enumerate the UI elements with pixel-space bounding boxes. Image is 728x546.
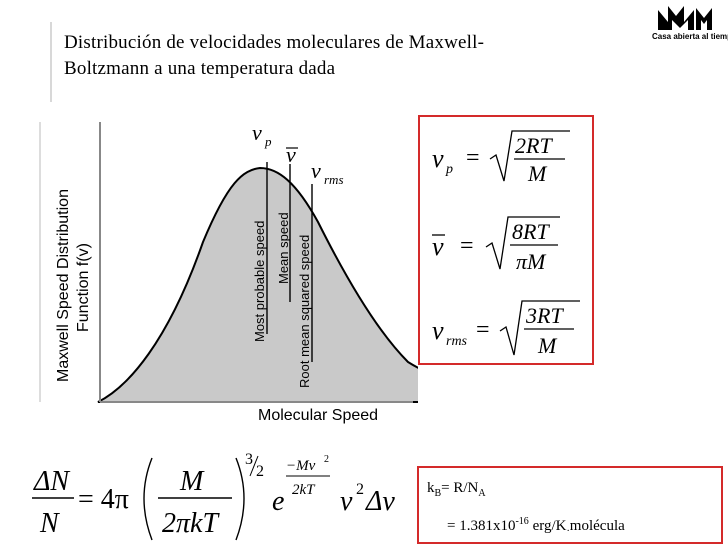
eq-e: e xyxy=(272,486,284,517)
eq-exp-num: −Mv xyxy=(286,458,316,474)
vrms-symbol: v xyxy=(311,158,321,183)
eq-tail-sup: 2 xyxy=(356,481,364,498)
kb-definition: kB= R/NA xyxy=(427,480,486,499)
y-axis-label-1: Maxwell Speed Distribution xyxy=(55,189,72,382)
eq-power-den: 2 xyxy=(256,463,264,480)
vp-symbol: v xyxy=(252,120,262,145)
eq-exp-den: 2kT xyxy=(292,482,316,498)
eq-frac-num: M xyxy=(179,466,205,497)
annotation-rms: Root mean squared speed xyxy=(297,235,312,388)
vp-den: M xyxy=(527,161,548,186)
eq-tail-end: Δv xyxy=(365,486,395,517)
vbar-lhs: v xyxy=(432,232,444,261)
vp-equals: = xyxy=(466,145,480,171)
vrms-den: M xyxy=(537,333,558,358)
annotation-mean: Mean speed xyxy=(276,212,291,284)
eq-right-paren xyxy=(235,457,245,541)
eq-lhs-num: ΔN xyxy=(33,466,70,497)
vp-symbol-sub: p xyxy=(264,134,272,149)
vbar-symbol: v xyxy=(286,142,296,167)
eq-equals: = 4π xyxy=(78,484,129,515)
x-axis-label: Molecular Speed xyxy=(258,407,378,424)
slide-title: Distribución de velocidades moleculares … xyxy=(52,22,612,94)
vp-lhs: v xyxy=(432,144,444,173)
title-rule xyxy=(50,22,52,102)
logo-mark-icon xyxy=(654,2,714,30)
kb-value: = 1.381x10-16 erg/K·molécula xyxy=(447,516,625,537)
eq-lhs-den: N xyxy=(39,508,60,539)
logo-tagline: Casa abierta al tiempo xyxy=(652,32,728,41)
university-logo: Casa abierta al tiempo xyxy=(652,2,728,46)
vp-num: 2RT xyxy=(515,133,553,158)
vbar-den: πM xyxy=(516,249,547,274)
vrms-equals: = xyxy=(476,317,490,343)
vrms-num: 3RT xyxy=(525,303,564,328)
curve-area xyxy=(97,166,418,403)
speed-formulas-box: v p = 2RT M v = 8RT πM v rms = 3RT M xyxy=(418,115,594,365)
vrms-sqrt xyxy=(499,300,580,356)
eq-frac-den: 2πkT xyxy=(162,508,220,539)
annotation-most-probable: Most probable speed xyxy=(252,221,267,342)
vbar-equals: = xyxy=(460,233,474,259)
vrms-symbol-sub: rms xyxy=(324,172,344,187)
vp-lhs-sub: p xyxy=(445,162,453,177)
y-axis-label-2: Function f(v) xyxy=(75,243,92,332)
speed-formulas: v p = 2RT M v = 8RT πM v rms = 3RT M xyxy=(432,130,580,358)
boltzmann-constant-box: kB= R/NA = 1.381x10-16 erg/K·molécula xyxy=(417,466,723,544)
maxwell-distribution-figure: v p v v rms Most probable speed Mean spe… xyxy=(28,102,418,442)
vp-sqrt xyxy=(489,130,570,182)
eq-exp-num-sup: 2 xyxy=(324,454,329,465)
title-line-1: Distribución de velocidades moleculares … xyxy=(64,32,485,53)
title-line-2: Boltzmann a una temperatura dada xyxy=(64,58,336,79)
vbar-num: 8RT xyxy=(512,219,550,244)
eq-power-num: 3 xyxy=(245,451,253,468)
eq-tail: v xyxy=(340,486,353,517)
vrms-lhs: v xyxy=(432,316,444,345)
eq-left-paren xyxy=(143,457,153,541)
vbar-sqrt xyxy=(485,216,560,270)
main-equation: ΔN N = 4π M 2πkT 3 2 e −Mv 2 2kT v 2 Δv xyxy=(32,451,395,541)
vrms-lhs-sub: rms xyxy=(446,334,468,349)
